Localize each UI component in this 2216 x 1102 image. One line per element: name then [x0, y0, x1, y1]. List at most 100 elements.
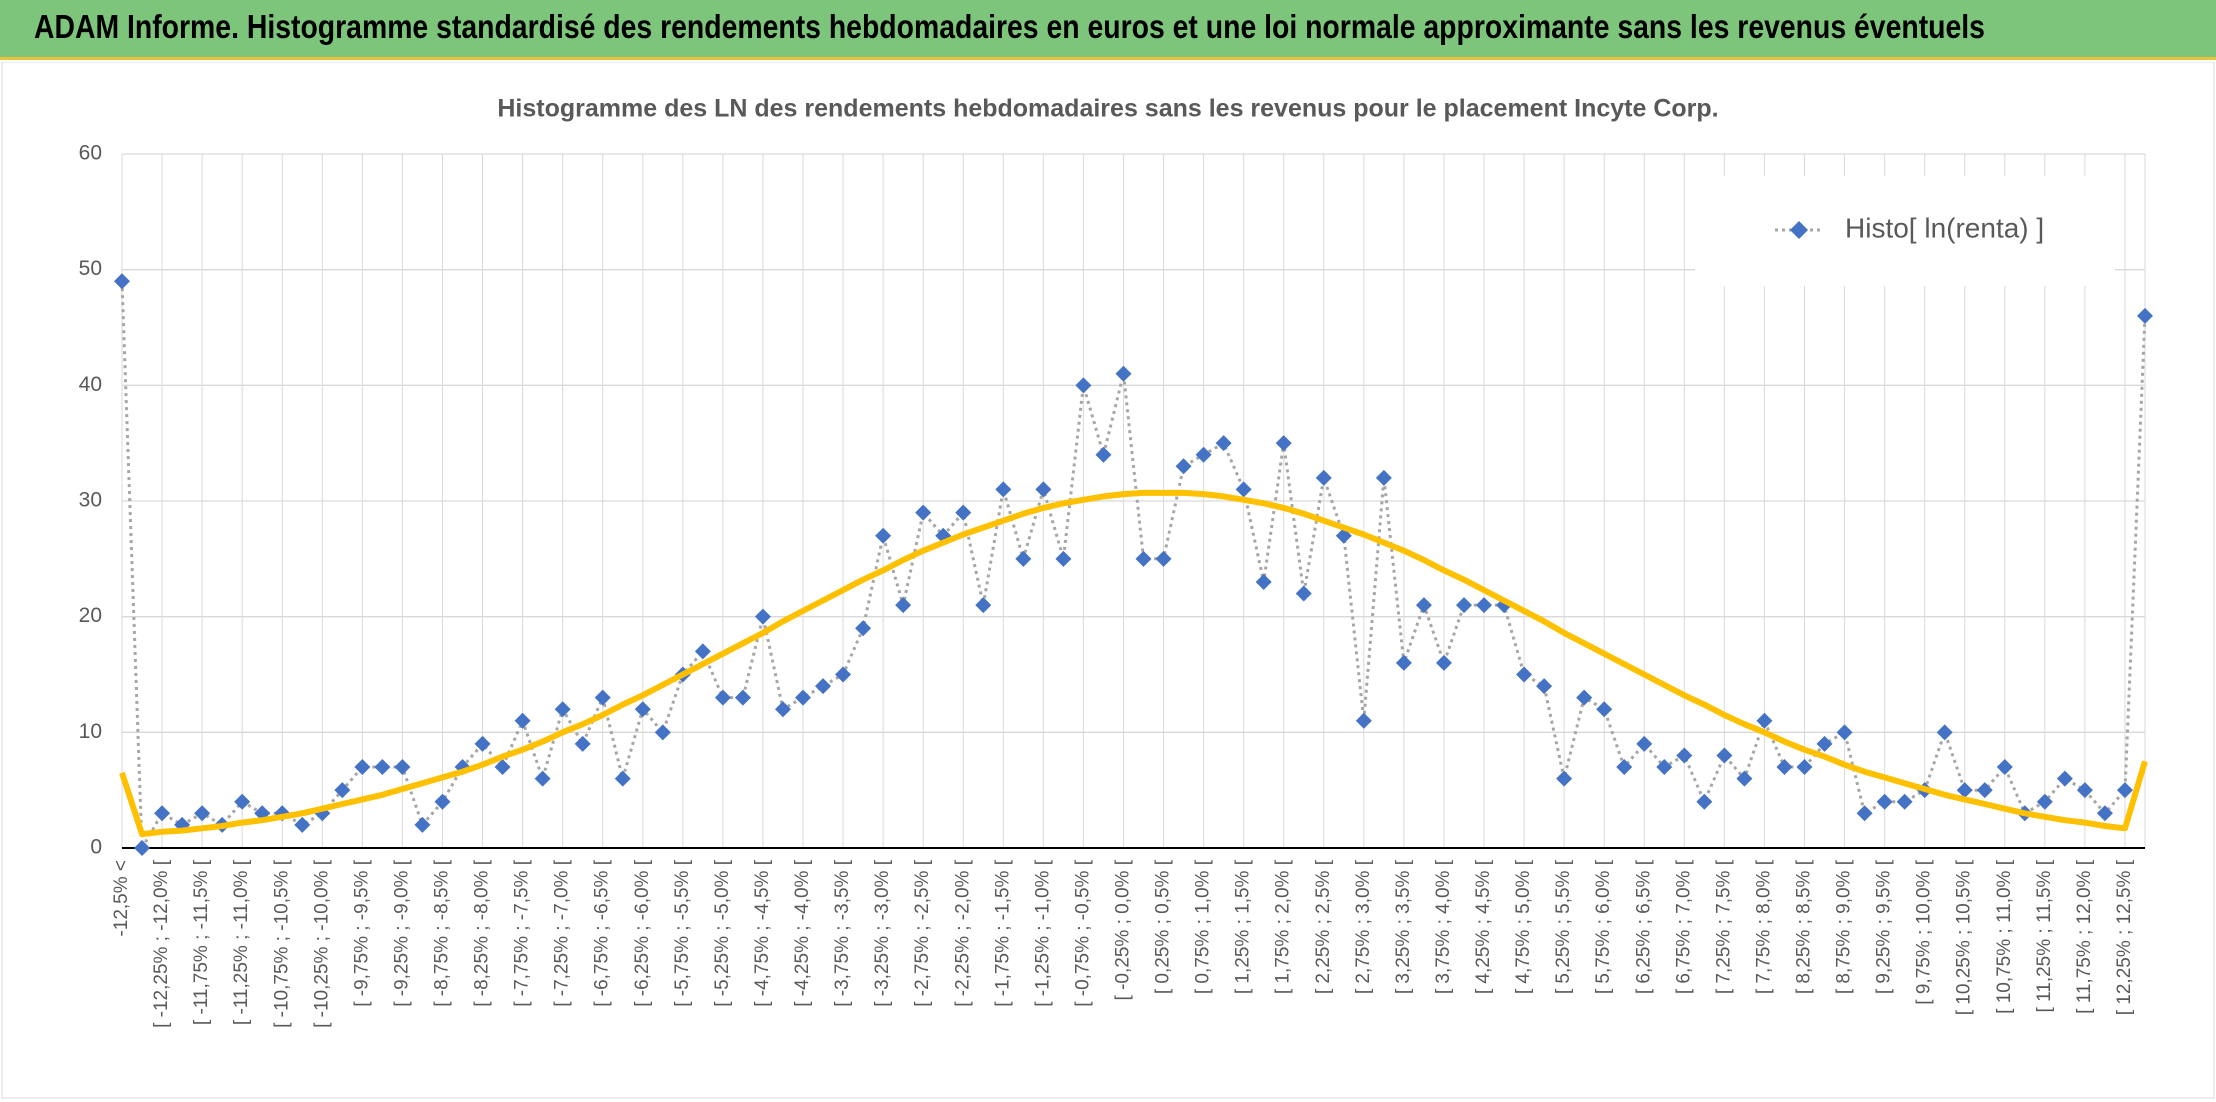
- data-point: [734, 689, 751, 706]
- chart: Histogramme des LN des rendements hebdom…: [1, 62, 2215, 1099]
- data-point: [1055, 550, 1072, 567]
- x-tick-label: [ -3,75% ; -3,5% [: [832, 859, 853, 1007]
- data-point: [1896, 793, 1913, 810]
- data-point: [1035, 481, 1052, 498]
- data-point: [2056, 770, 2073, 787]
- data-point: [714, 689, 731, 706]
- x-tick-label: [ -9,25% ; -9,0% [: [391, 859, 412, 1007]
- data-point: [955, 504, 972, 521]
- data-point: [1255, 573, 1272, 590]
- data-point: [1556, 770, 1573, 787]
- data-point: [1656, 759, 1673, 776]
- x-tick-label: [ -5,75% ; -5,5% [: [672, 859, 693, 1007]
- x-tick-label: [ -10,25% ; -10,0% [: [311, 859, 332, 1028]
- data-point: [1455, 597, 1472, 614]
- data-point: [2137, 307, 2153, 324]
- x-tick-label: [ -1,75% ; -1,5% [: [992, 859, 1013, 1007]
- legend-box: [1695, 176, 2115, 286]
- data-point: [2116, 782, 2133, 799]
- data-point: [1215, 435, 1232, 452]
- x-tick-label: -12,5% <: [111, 860, 132, 937]
- x-tick-label: [ 11,25% ; 11,5% [: [2034, 859, 2055, 1012]
- x-tick-label: [ 5,75% ; 6,0% [: [1593, 859, 1614, 994]
- data-point: [1155, 550, 1172, 567]
- data-point: [1015, 550, 1032, 567]
- x-tick-label: [ 8,75% ; 9,0% [: [1834, 859, 1855, 994]
- x-tick-label: [ 1,25% ; 1,5% [: [1233, 859, 1254, 994]
- data-point: [1776, 759, 1793, 776]
- data-point: [654, 724, 671, 741]
- data-point: [534, 770, 551, 787]
- data-point: [1816, 735, 1833, 752]
- x-tick-label: [ -0,25% ; 0,0% [: [1113, 859, 1134, 1000]
- x-tick-label: [ 0,25% ; 0,5% [: [1153, 859, 1174, 994]
- data-point: [2076, 782, 2093, 799]
- x-tick-label: [ -4,25% ; -4,0% [: [792, 859, 813, 1007]
- data-point: [1696, 793, 1713, 810]
- data-point: [594, 689, 611, 706]
- x-tick-label: [ 10,25% ; 10,5% [: [1954, 859, 1975, 1015]
- x-tick-label: [ 7,75% ; 8,0% [: [1753, 859, 1774, 994]
- x-tick-label: [ 0,75% ; 1,0% [: [1193, 859, 1214, 994]
- data-point: [1616, 759, 1633, 776]
- y-tick-label: 20: [79, 604, 102, 627]
- x-tick-label: [ 8,25% ; 8,5% [: [1794, 859, 1815, 994]
- data-point: [815, 678, 832, 695]
- y-tick-label: 60: [79, 142, 102, 165]
- data-point: [1596, 701, 1613, 718]
- data-point: [1275, 435, 1292, 452]
- data-point: [995, 481, 1012, 498]
- x-tick-label: [ -5,25% ; -5,0% [: [712, 859, 733, 1007]
- data-point: [754, 608, 771, 625]
- data-point: [554, 701, 571, 718]
- y-tick-label: 0: [90, 836, 102, 859]
- data-point: [975, 597, 992, 614]
- x-tick-label: [ -11,25% ; -11,0% [: [231, 859, 252, 1025]
- data-point: [1956, 782, 1973, 799]
- data-point: [774, 701, 791, 718]
- data-point: [1235, 481, 1252, 498]
- data-point: [1315, 469, 1332, 486]
- data-point: [494, 759, 511, 776]
- x-tick-label: [ -3,25% ; -3,0% [: [872, 859, 893, 1007]
- data-point: [414, 816, 431, 833]
- data-point: [1175, 458, 1192, 475]
- data-point: [474, 735, 491, 752]
- data-point: [1576, 689, 1593, 706]
- x-tick-label: [ -2,75% ; -2,5% [: [912, 859, 933, 1007]
- data-point: [1756, 712, 1773, 729]
- data-point: [1195, 446, 1212, 463]
- data-point: [1996, 759, 2013, 776]
- data-point: [374, 759, 391, 776]
- data-point: [915, 504, 932, 521]
- x-tick-label: [ 3,75% ; 4,0% [: [1433, 859, 1454, 994]
- data-point: [1476, 597, 1493, 614]
- x-tick-label: [ 1,75% ; 2,0% [: [1273, 859, 1294, 994]
- data-point: [1375, 469, 1392, 486]
- data-point: [1095, 446, 1112, 463]
- data-point: [875, 527, 892, 544]
- data-point: [1876, 793, 1893, 810]
- x-tick-label: [ -7,25% ; -7,0% [: [552, 859, 573, 1007]
- header-bar: ADAM Informe. Histogramme standardisé de…: [0, 0, 2216, 60]
- data-point: [294, 816, 311, 833]
- data-point: [1676, 747, 1693, 764]
- y-tick-label: 50: [79, 257, 102, 280]
- data-point: [1936, 724, 1953, 741]
- data-point: [1516, 666, 1533, 683]
- data-point: [194, 805, 211, 822]
- data-point: [895, 597, 912, 614]
- normal-curve: [119, 489, 2148, 838]
- data-point: [514, 712, 531, 729]
- data-point: [1355, 712, 1372, 729]
- data-point: [154, 805, 171, 822]
- data-point: [1415, 597, 1432, 614]
- x-tick-label: [ 6,25% ; 6,5% [: [1633, 859, 1654, 994]
- data-point: [1075, 377, 1092, 394]
- data-point: [1736, 770, 1753, 787]
- legend-marker: [1790, 221, 1808, 239]
- data-point: [634, 701, 651, 718]
- x-tick-label: [ -8,75% ; -8,5% [: [431, 859, 452, 1007]
- x-tick-label: [ -7,75% ; -7,5% [: [512, 859, 533, 1007]
- data-point: [134, 840, 151, 856]
